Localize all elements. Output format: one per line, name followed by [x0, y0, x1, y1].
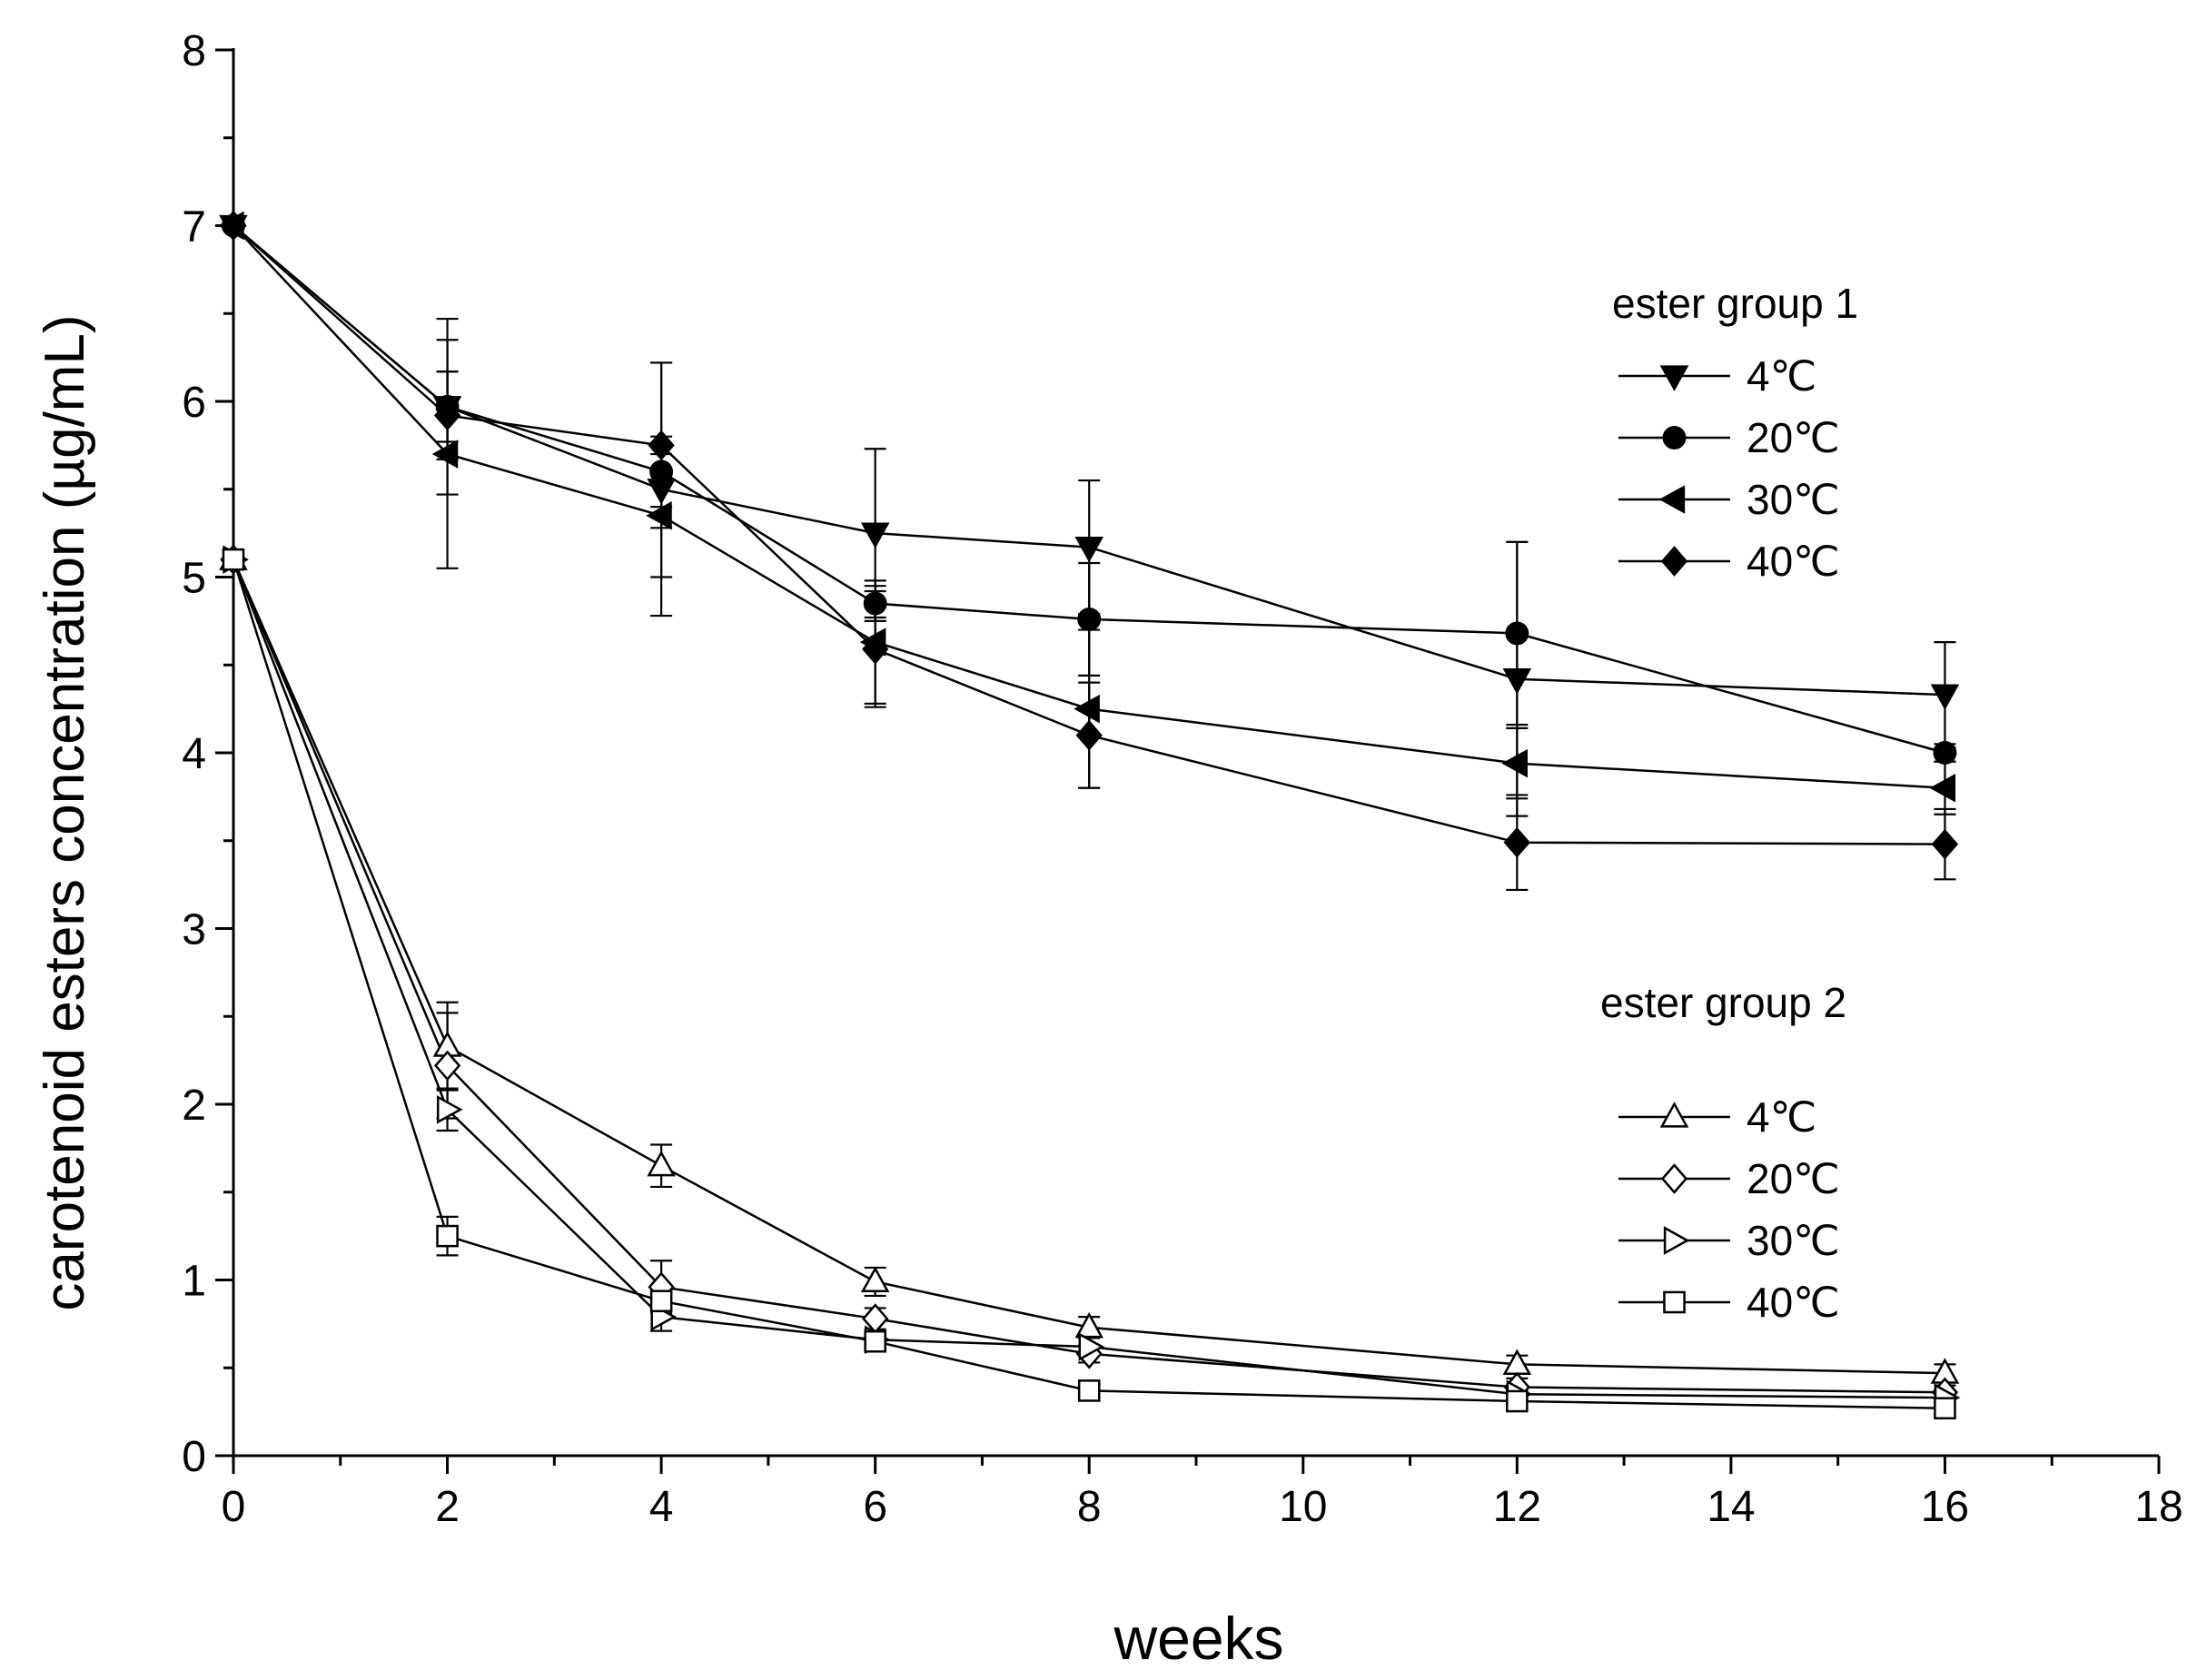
data-point — [1663, 1290, 1686, 1314]
data-point — [1659, 365, 1689, 391]
x-tick-label: 0 — [222, 1483, 246, 1531]
x-tick-label: 16 — [1921, 1483, 1969, 1531]
data-point — [1077, 607, 1102, 631]
y-tick-label: 6 — [182, 379, 206, 427]
legend-label: 40℃ — [1747, 538, 1840, 585]
data-point — [220, 210, 247, 242]
data-point — [646, 500, 672, 530]
data-point — [649, 460, 674, 484]
data-point — [1077, 1379, 1101, 1402]
data-point — [1506, 1389, 1529, 1413]
y-tick-label: 8 — [182, 27, 206, 75]
legend-label: 40℃ — [1747, 1279, 1840, 1326]
legend-title: ester group 2 — [1600, 979, 1846, 1026]
data-point — [862, 633, 889, 665]
y-tick-label: 3 — [182, 906, 206, 954]
data-point — [1501, 748, 1528, 778]
data-point — [648, 430, 675, 461]
data-point — [860, 522, 890, 548]
x-tick-label: 2 — [435, 1483, 460, 1531]
legend-label: 30℃ — [1747, 476, 1840, 523]
data-point — [1663, 1226, 1690, 1255]
data-point — [222, 548, 245, 571]
x-tick-label: 10 — [1279, 1483, 1327, 1531]
data-point — [436, 1224, 459, 1248]
data-point — [436, 1095, 463, 1124]
data-point — [864, 1329, 886, 1353]
data-point — [431, 440, 459, 469]
data-point — [863, 591, 887, 616]
data-point — [1930, 684, 1960, 710]
legend-label: 20℃ — [1747, 414, 1840, 461]
data-point — [433, 1050, 461, 1082]
data-point — [1505, 621, 1529, 646]
data-point — [1074, 536, 1104, 563]
series-lines — [232, 224, 1945, 1410]
data-point — [1502, 668, 1532, 695]
data-point — [1933, 741, 1957, 765]
x-axis-label: weeks — [1113, 1605, 1283, 1672]
legend-label: 4℃ — [1747, 1093, 1816, 1141]
legends: ester group 1 4℃ 20℃ 30℃ 40℃ ester group 2 4℃ 2… — [1600, 280, 1858, 1326]
legend-title: ester group 1 — [1612, 280, 1858, 327]
y-axis-label: carotenoid esters concentration (µg/mL) — [34, 314, 96, 1310]
y-tick-label: 4 — [182, 730, 206, 778]
y-tick-label: 0 — [182, 1433, 206, 1481]
data-point — [647, 1150, 676, 1177]
data-point — [1660, 546, 1688, 577]
data-point — [1074, 694, 1100, 724]
data-point — [1660, 1163, 1688, 1194]
data-point — [860, 1266, 890, 1293]
legend-label: 30℃ — [1747, 1217, 1840, 1264]
legend-label: 20℃ — [1747, 1155, 1840, 1202]
x-tick-label: 8 — [1077, 1483, 1102, 1531]
x-tick-label: 14 — [1707, 1483, 1755, 1531]
y-tick-label: 7 — [182, 203, 206, 252]
y-tick-label: 2 — [182, 1082, 206, 1130]
legend-label: 4℃ — [1747, 352, 1816, 400]
data-point — [1074, 1311, 1104, 1339]
data-point — [1931, 828, 1959, 860]
y-tick-label: 5 — [182, 555, 206, 603]
data-point — [1503, 826, 1530, 858]
x-tick-label: 4 — [649, 1483, 674, 1531]
data-point — [649, 1290, 673, 1313]
data-point — [1075, 719, 1103, 751]
data-point — [1078, 1332, 1105, 1361]
data-point — [1659, 1102, 1689, 1128]
x-tick-label: 18 — [2134, 1483, 2182, 1531]
x-tick-label: 6 — [863, 1483, 887, 1531]
data-point — [1662, 426, 1687, 450]
y-tick-label: 1 — [182, 1258, 206, 1306]
x-tick-label: 12 — [1493, 1483, 1541, 1531]
data-point — [1929, 773, 1956, 803]
data-point — [1934, 1397, 1956, 1420]
data-point — [1658, 485, 1686, 514]
data-points — [218, 210, 1961, 1420]
data-point — [433, 400, 461, 431]
